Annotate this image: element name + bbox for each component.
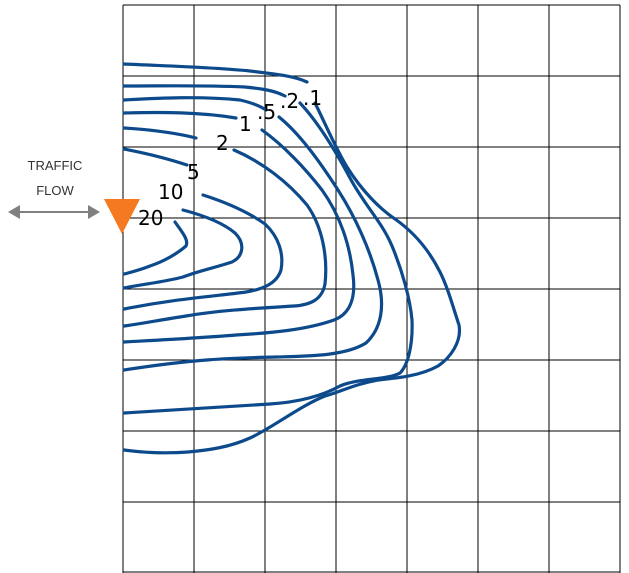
contour-20	[122, 220, 189, 276]
label-05: .5	[257, 100, 276, 124]
label-1: 1	[239, 112, 252, 136]
contour-5	[122, 147, 284, 311]
contour-1	[122, 110, 356, 344]
contour-2	[122, 126, 328, 328]
contour-05	[122, 96, 384, 372]
grid	[122, 4, 621, 573]
label-02: .2	[280, 89, 299, 113]
label-20: 20	[138, 206, 163, 230]
label-5: 5	[187, 160, 200, 184]
contour-02	[122, 84, 414, 415]
label-10: 10	[158, 180, 183, 204]
traffic-label-line2: FLOW	[36, 183, 74, 198]
label-2: 2	[216, 131, 229, 155]
traffic-flow: TRAFFIC FLOW	[8, 158, 100, 219]
double-arrow-icon	[8, 205, 100, 219]
label-01: .1	[303, 86, 322, 110]
contour-01	[122, 62, 462, 455]
contour-lines	[122, 62, 462, 455]
contour-labels: 20 10 5 2 1 .5 .2 .1	[138, 86, 322, 230]
source-marker-icon	[104, 199, 140, 234]
traffic-label-line1: TRAFFIC	[28, 158, 83, 173]
contour-10	[122, 208, 244, 290]
